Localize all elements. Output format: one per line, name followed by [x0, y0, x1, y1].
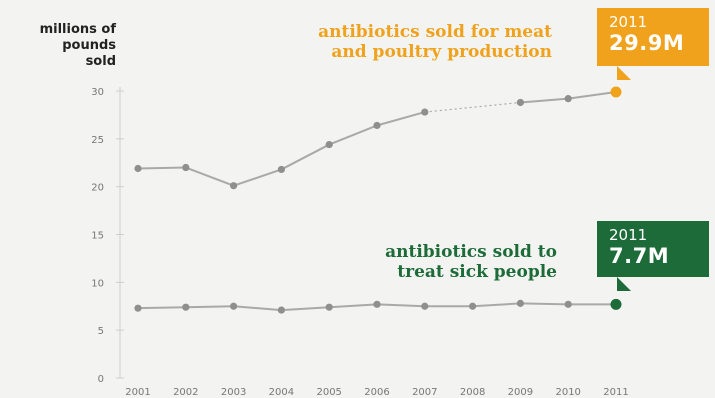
x-tick-label: 2009	[508, 387, 533, 398]
meat-series-line	[137, 166, 186, 170]
meat-data-point	[230, 182, 238, 190]
series-lines	[137, 90, 617, 312]
y-tick-label: 5	[98, 326, 104, 337]
y-tick-label: 0	[98, 374, 104, 385]
meat-label-line-1: antibiotics sold for meat	[318, 22, 552, 42]
meat-data-point	[134, 164, 142, 173]
sick-series-line	[376, 303, 425, 308]
meat-2011-callout: 2011 29.9M	[597, 8, 709, 80]
sick-callout-value: 7.7M	[609, 244, 670, 268]
meat-data-point	[182, 163, 190, 172]
meat-data-point	[325, 140, 333, 149]
meat-series-label: antibiotics sold for meat and poultry pr…	[230, 22, 552, 62]
x-tick-label: 2004	[269, 387, 294, 398]
y-tick-label: 15	[91, 231, 104, 242]
sick-series-label: antibiotics sold to treat sick people	[300, 242, 557, 282]
meat-callout-pointer	[617, 66, 631, 80]
y-tick-label: 20	[91, 183, 104, 194]
axes: 0 5 10 15 20 25 30 2001 2002 2003 2004 2005 2006 2007…	[91, 87, 629, 398]
meat-series-line	[233, 168, 282, 187]
meat-series-line	[185, 166, 234, 187]
sick-series-line	[233, 305, 282, 312]
x-tick-label: 2008	[460, 387, 485, 398]
meat-callout-value: 29.9M	[609, 31, 685, 55]
sick-series-line	[472, 302, 521, 308]
sick-data-point	[277, 306, 285, 314]
sick-series-line	[520, 302, 569, 306]
sick-data-point	[564, 300, 572, 308]
sick-data-point	[469, 302, 477, 310]
x-tick-label: 2003	[221, 387, 246, 398]
meat-data-point	[373, 121, 381, 130]
x-tick-label: 2007	[412, 387, 437, 398]
sick-callout-pointer	[617, 277, 631, 291]
sick-series-line	[137, 306, 186, 310]
sick-data-point	[230, 302, 238, 310]
y-unit-line-1: millions of	[39, 22, 116, 37]
sick-data-point	[421, 302, 429, 310]
y-tick-label: 10	[91, 278, 104, 289]
sick-data-point	[182, 303, 190, 311]
data-points	[134, 86, 622, 314]
x-tick-label: 2010	[555, 387, 580, 398]
meat-series-line	[568, 90, 617, 100]
meat-data-point	[421, 108, 429, 116]
y-axis-unit-label: millions of pounds sold	[8, 22, 116, 70]
y-tick-label: 25	[91, 135, 104, 146]
meat-data-point	[610, 86, 622, 98]
sick-data-point	[134, 304, 142, 312]
meat-series-line	[328, 124, 378, 146]
meat-callout-year: 2011	[609, 13, 648, 31]
meat-series-line	[376, 111, 426, 127]
x-tick-label: 2005	[316, 387, 341, 398]
sick-label-line-2: treat sick people	[397, 262, 557, 282]
meat-data-point	[277, 165, 285, 174]
meat-label-line-2: and poultry production	[331, 42, 552, 62]
sick-series-line	[185, 305, 234, 309]
y-unit-line-3: sold	[85, 54, 116, 69]
sick-callout-year: 2011	[609, 226, 648, 244]
x-tick-label: 2001	[125, 387, 150, 398]
sick-2011-callout: 2011 7.7M	[597, 221, 709, 291]
meat-series-line	[280, 143, 330, 171]
meat-series-line	[424, 101, 521, 113]
sick-data-point	[373, 300, 381, 308]
sick-data-point	[325, 303, 333, 311]
x-tick-label: 2002	[173, 387, 198, 398]
sick-data-point	[516, 299, 525, 307]
x-tick-label: 2011	[603, 387, 628, 398]
sick-data-point	[610, 298, 622, 310]
meat-data-point	[564, 95, 572, 103]
y-unit-line-2: pounds	[62, 38, 116, 53]
sick-series-line	[281, 306, 330, 312]
meat-data-point	[516, 98, 525, 107]
y-tick-label: 30	[91, 87, 104, 98]
meat-series-line	[520, 97, 569, 104]
sick-series-line	[329, 303, 378, 309]
x-tick-label: 2006	[364, 387, 389, 398]
sick-label-line-1: antibiotics sold to	[385, 242, 557, 262]
